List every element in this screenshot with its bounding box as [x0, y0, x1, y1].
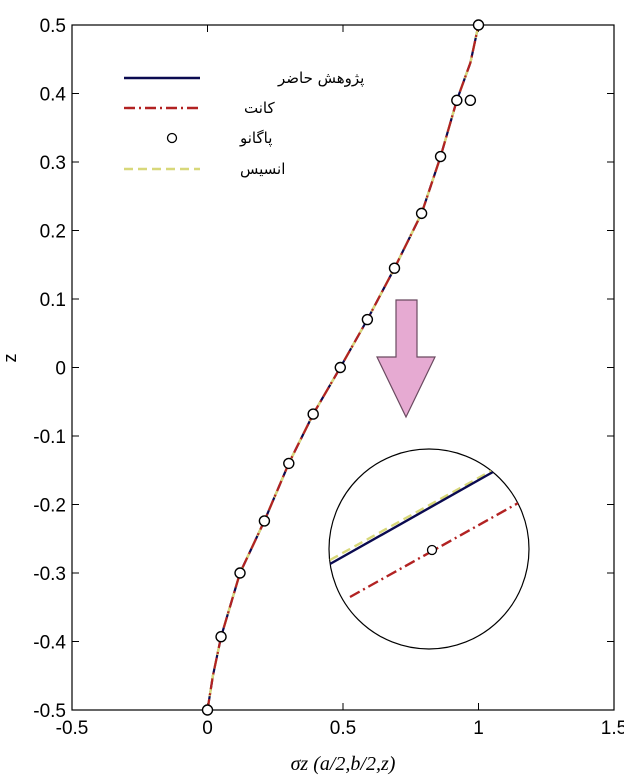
y-tick-label: -0.5 — [33, 701, 66, 722]
y-tick-label: 0 — [55, 359, 66, 380]
inset-present-line — [329, 466, 501, 566]
series-layer — [201, 19, 485, 716]
pagano-marker — [472, 19, 485, 31]
pagano-marker — [388, 262, 401, 274]
pagano-marker — [451, 94, 463, 107]
pagano-marker — [283, 457, 295, 470]
pagano-marker — [234, 567, 246, 579]
y-tick-label: -0.3 — [33, 564, 66, 585]
pagano-marker — [434, 150, 447, 163]
legend-label-ansys: انسیس — [240, 160, 285, 178]
y-tick-label: 0.2 — [40, 222, 66, 243]
pagano-marker — [334, 361, 346, 374]
inset-pagano-marker — [426, 544, 438, 556]
legend-label-present: پژوهش حاضر — [277, 69, 364, 88]
y-tick-label: -0.1 — [33, 427, 66, 448]
pagano-marker — [201, 704, 214, 716]
inset-ansys-line — [329, 464, 501, 562]
y-axis-label: z — [0, 354, 20, 363]
legend-label-pagano: پاگانو — [239, 129, 272, 148]
pagano-marker — [215, 631, 227, 643]
y-tick-label: 0.4 — [40, 85, 67, 106]
pagano-marker — [258, 515, 271, 527]
zoom-arrow-icon — [376, 299, 436, 419]
pagano-marker — [415, 207, 428, 220]
x-tick-label: 0.5 — [330, 718, 356, 739]
legend-label-kant: کانت — [244, 99, 275, 117]
y-tick-label: -0.2 — [33, 496, 66, 517]
x-tick-label: 0 — [202, 718, 213, 739]
y-tick-label: 0.3 — [40, 153, 66, 174]
y-tick-label: 0.1 — [40, 290, 66, 311]
tick-layer: -0.5 0 0.5 1 1.5 -0.5 -0.4 -0.3 -0.2 -0.1 0 0.1 0.2 0… — [33, 16, 624, 739]
x-tick-label: 1.5 — [601, 718, 624, 739]
zoom-inset — [328, 448, 530, 650]
pagano-marker — [464, 94, 477, 107]
pagano-marker — [307, 408, 319, 420]
y-tick-label: 0.5 — [40, 16, 66, 37]
pagano-marker — [361, 313, 374, 326]
x-tick-label: -0.5 — [56, 718, 89, 739]
x-axis-label: σz (a/2,b/2,z) — [291, 753, 396, 775]
legend: پژوهش حاضر کانت پاگانو انسیس — [124, 69, 364, 178]
x-tick-label: 1 — [473, 718, 484, 739]
y-tick-label: -0.4 — [33, 633, 66, 654]
legend-marker-pagano — [166, 132, 178, 144]
inset-kant-line — [349, 500, 521, 599]
